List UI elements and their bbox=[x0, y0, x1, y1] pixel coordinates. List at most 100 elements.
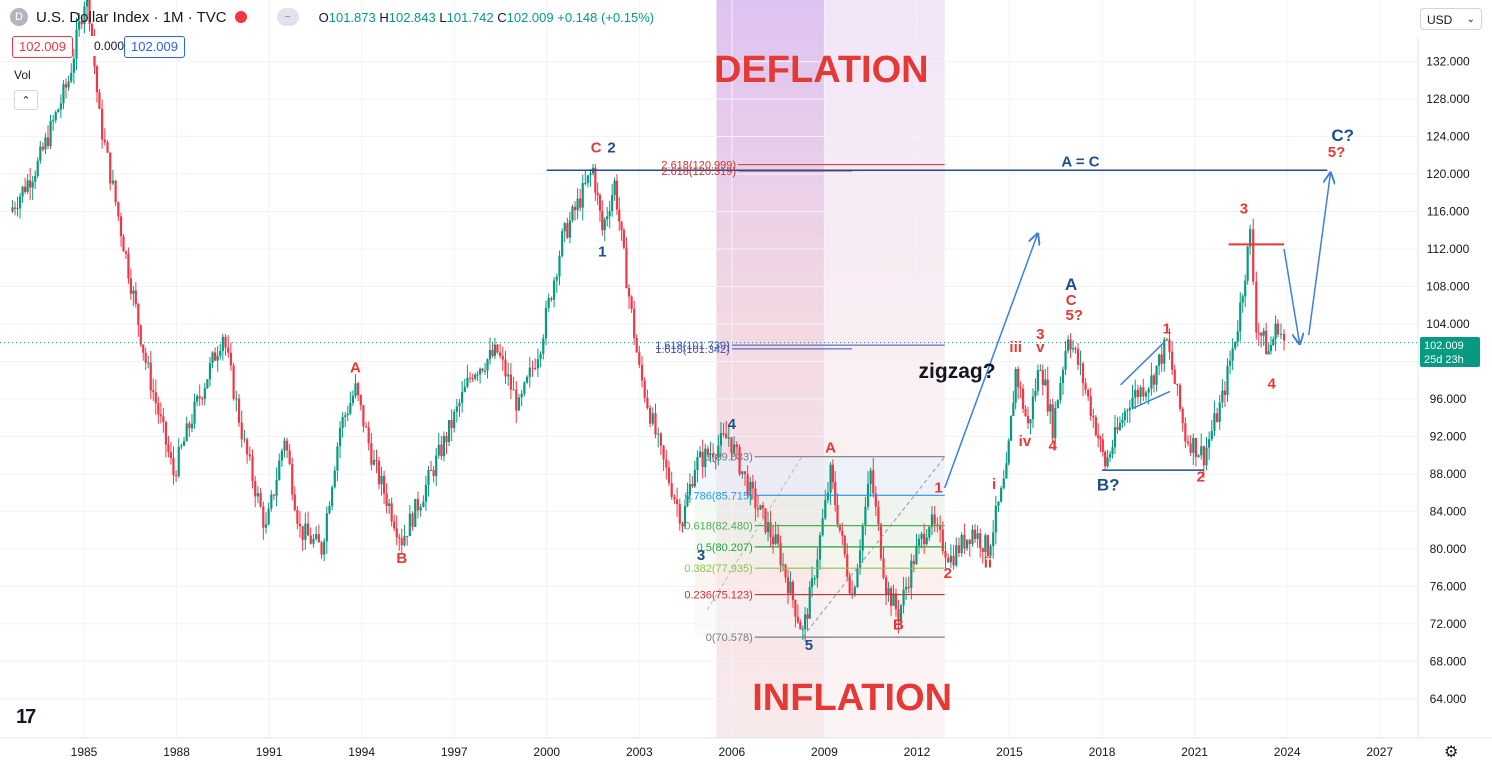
candle bbox=[1000, 485, 1003, 503]
last-price-tag: 102.009 25d 23h bbox=[1420, 337, 1480, 367]
candle bbox=[78, 12, 81, 37]
candle bbox=[1142, 378, 1145, 401]
candle-body bbox=[157, 403, 160, 415]
candle bbox=[829, 462, 832, 505]
candle bbox=[712, 443, 715, 463]
candle-body bbox=[137, 304, 140, 326]
candle-body bbox=[1087, 389, 1090, 397]
candle bbox=[111, 169, 115, 186]
sell-price-button[interactable]: 102.009 bbox=[12, 36, 73, 58]
candle-body bbox=[254, 481, 257, 497]
candle-body bbox=[432, 470, 435, 476]
candle bbox=[1108, 450, 1112, 462]
candle-body bbox=[1017, 368, 1020, 388]
candle bbox=[1014, 367, 1017, 410]
candle bbox=[70, 63, 73, 84]
candle-body bbox=[507, 374, 510, 377]
candle bbox=[243, 429, 246, 444]
candle-body bbox=[267, 508, 270, 525]
candle-body bbox=[349, 402, 352, 414]
candle-body bbox=[16, 208, 19, 210]
price-tick-label: 72.000 bbox=[1430, 617, 1467, 631]
candle-body bbox=[1262, 330, 1265, 336]
candle-body bbox=[243, 439, 246, 441]
collapse-legend-icon[interactable]: − bbox=[276, 8, 299, 26]
currency-select[interactable]: USD ⌄ bbox=[1420, 8, 1482, 30]
candle bbox=[643, 377, 646, 403]
candle-body bbox=[722, 433, 725, 435]
candle bbox=[933, 505, 936, 533]
candle-body bbox=[237, 398, 241, 423]
candle-body bbox=[152, 390, 155, 393]
wave-label: C? bbox=[1331, 126, 1354, 145]
candle bbox=[1061, 366, 1065, 395]
symbol-title[interactable]: U.S. Dollar Index · 1M · TVC bbox=[36, 8, 227, 26]
candle bbox=[49, 114, 52, 150]
candle bbox=[157, 396, 160, 424]
candle bbox=[1036, 364, 1039, 396]
candle-body bbox=[385, 493, 388, 507]
candle-body bbox=[1036, 370, 1039, 391]
candle-body bbox=[712, 453, 715, 458]
candle bbox=[615, 174, 619, 215]
candle-body bbox=[1231, 348, 1234, 361]
candle-body bbox=[1067, 339, 1070, 351]
candle-body bbox=[1274, 323, 1277, 340]
candle-body bbox=[132, 290, 135, 294]
candle-body bbox=[673, 496, 676, 500]
candle bbox=[917, 534, 921, 555]
time-tick-label: 1988 bbox=[163, 745, 190, 759]
candle-body bbox=[1139, 387, 1142, 397]
candle bbox=[182, 437, 186, 447]
candle bbox=[1155, 365, 1158, 392]
spread-value: 0.000 bbox=[88, 36, 131, 56]
time-tick-label: 2012 bbox=[904, 745, 931, 759]
candle-body bbox=[154, 392, 157, 404]
candle bbox=[317, 524, 320, 543]
candle bbox=[362, 405, 365, 433]
candle bbox=[686, 482, 689, 508]
candle-body bbox=[18, 196, 22, 209]
candle bbox=[486, 358, 489, 379]
candle bbox=[968, 539, 971, 557]
candle-body bbox=[1208, 439, 1211, 448]
time-tick-label: 2006 bbox=[718, 745, 745, 759]
candle-body bbox=[955, 545, 958, 566]
candle-body bbox=[834, 482, 837, 505]
candle-body bbox=[1282, 333, 1286, 341]
fib-band bbox=[694, 456, 945, 496]
candle bbox=[264, 512, 268, 534]
candle bbox=[424, 475, 428, 511]
gear-icon[interactable]: ⚙ bbox=[1444, 744, 1459, 761]
candle bbox=[920, 531, 923, 549]
wave-label: B bbox=[396, 550, 407, 567]
candle bbox=[834, 471, 837, 512]
candle-body bbox=[362, 405, 365, 427]
candle bbox=[219, 343, 222, 360]
chevron-up-icon[interactable]: ⌃ bbox=[14, 90, 38, 110]
tradingview-logo-icon[interactable]: 17 bbox=[16, 706, 36, 728]
candle bbox=[1239, 292, 1242, 342]
candle bbox=[894, 588, 898, 617]
candle-body bbox=[746, 474, 749, 496]
candle-body bbox=[912, 560, 915, 564]
candle bbox=[325, 506, 328, 554]
candle bbox=[520, 390, 523, 407]
candle bbox=[1181, 406, 1184, 432]
candle-body bbox=[124, 251, 128, 254]
candle-body bbox=[509, 374, 512, 390]
candle-body bbox=[611, 194, 614, 212]
candle-body bbox=[831, 464, 834, 483]
candle bbox=[584, 170, 587, 186]
candle-body bbox=[1152, 375, 1156, 385]
a-equals-c-label: A = C bbox=[1061, 153, 1099, 170]
candle bbox=[211, 351, 214, 369]
price-tick-label: 116.000 bbox=[1427, 205, 1470, 219]
candle bbox=[67, 75, 70, 91]
buy-price-button[interactable]: 102.009 bbox=[124, 36, 185, 58]
candle bbox=[1031, 388, 1035, 429]
candle-body bbox=[1269, 345, 1273, 352]
candle bbox=[13, 201, 17, 216]
candle-body bbox=[733, 444, 736, 453]
